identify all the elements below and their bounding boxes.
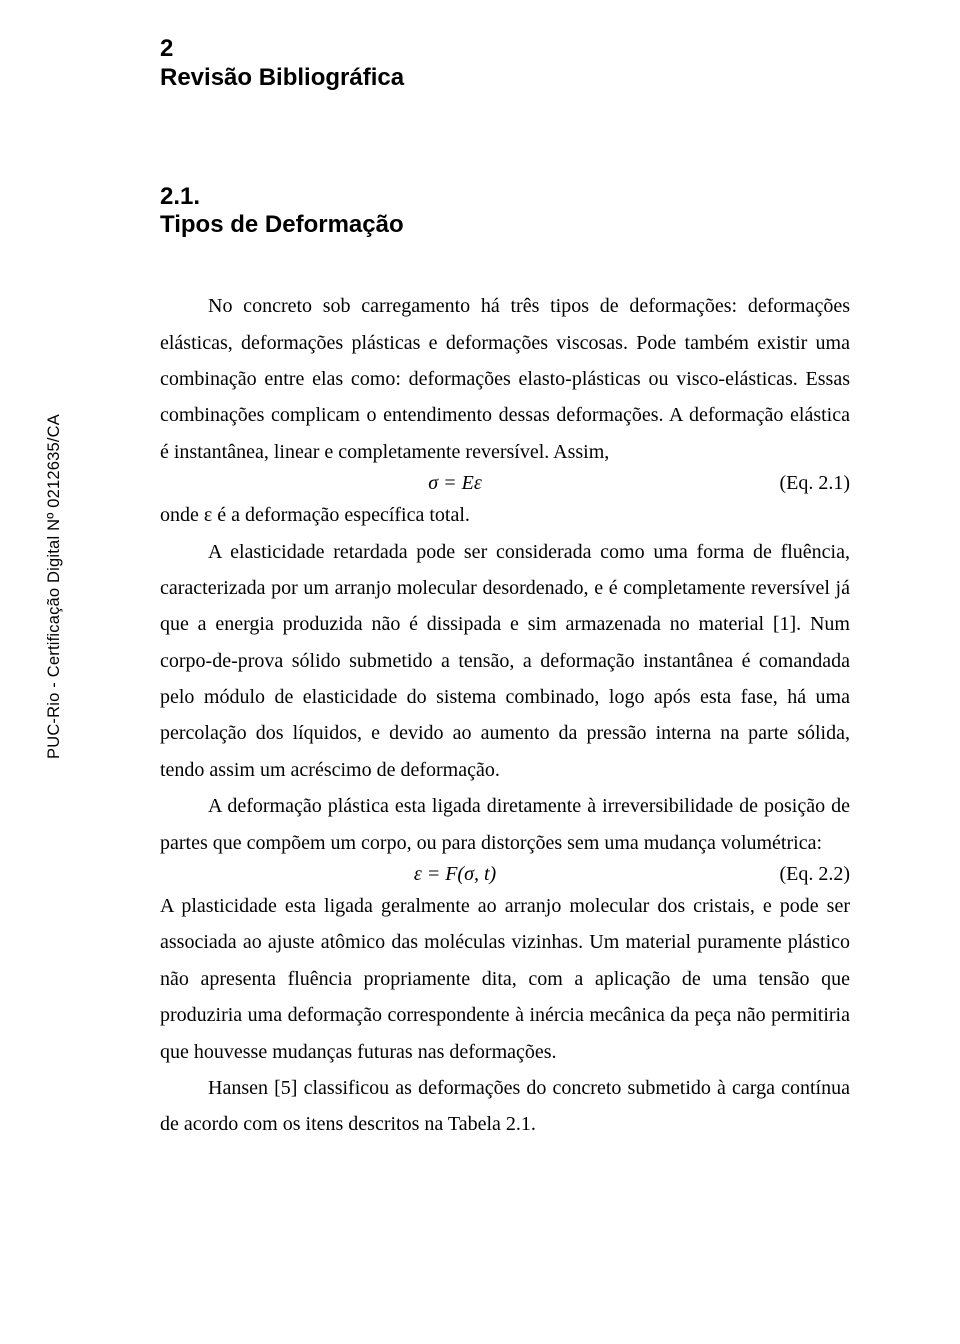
paragraph-1: No concreto sob carregamento há três tip… bbox=[160, 288, 850, 470]
page-container: PUC-Rio - Certificação Digital Nº 021263… bbox=[0, 0, 960, 1344]
certification-sidebar: PUC-Rio - Certificação Digital Nº 021263… bbox=[46, 352, 72, 822]
chapter-number: 2 bbox=[160, 35, 850, 64]
equation-2-label: (Eq. 2.2) bbox=[750, 863, 850, 886]
paragraph-6: Hansen [5] classificou as deformações do… bbox=[160, 1070, 850, 1143]
paragraph-2: onde ε é a deformação específica total. bbox=[160, 497, 850, 533]
section-title: Tipos de Deformação bbox=[160, 211, 850, 240]
paragraph-4: A deformação plástica esta ligada direta… bbox=[160, 788, 850, 861]
section-number: 2.1. bbox=[160, 183, 850, 212]
chapter-title: Revisão Bibliográfica bbox=[160, 64, 850, 93]
equation-row-1: σ = Eε (Eq. 2.1) bbox=[160, 472, 850, 495]
paragraph-5: A plasticidade esta ligada geralmente ao… bbox=[160, 888, 850, 1070]
paragraph-3: A elasticidade retardada pode ser consid… bbox=[160, 534, 850, 789]
equation-row-2: ε = F(σ, t) (Eq. 2.2) bbox=[160, 863, 850, 886]
equation-1-label: (Eq. 2.1) bbox=[750, 472, 850, 495]
equation-1-expression: σ = Eε bbox=[160, 472, 750, 495]
equation-2-expression: ε = F(σ, t) bbox=[160, 863, 750, 886]
